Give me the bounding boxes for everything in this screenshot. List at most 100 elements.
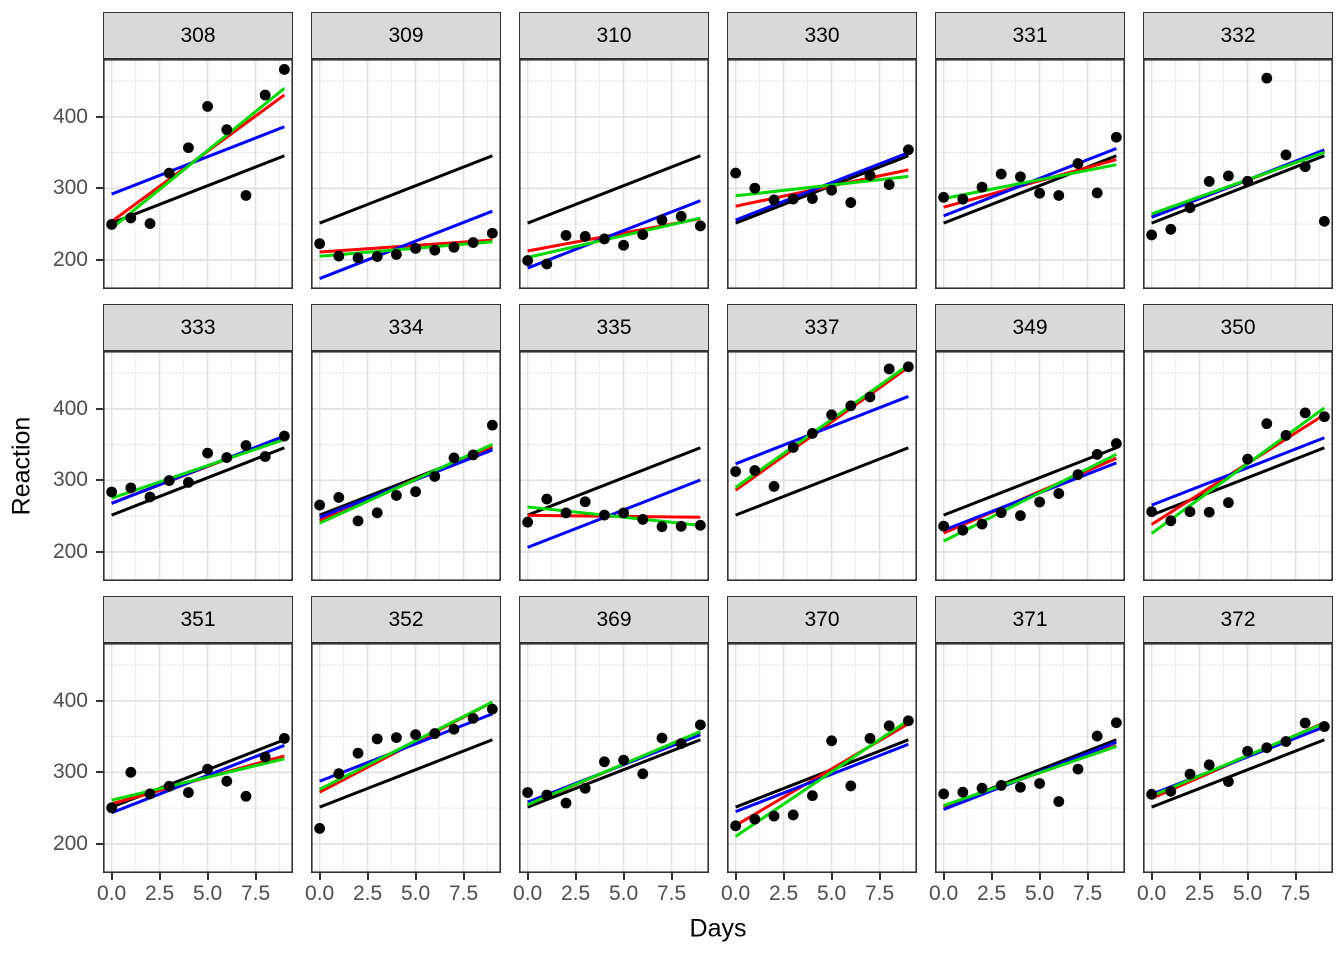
fit-line-green [319, 240, 493, 258]
data-point [902, 144, 914, 156]
data-point [579, 231, 591, 242]
data-point [467, 449, 479, 461]
data-point [826, 184, 837, 196]
data-point [560, 229, 572, 241]
data-point [864, 732, 876, 744]
data-point [618, 754, 629, 766]
facet-strip-label: 332 [1143, 12, 1333, 59]
fit-line-green [1151, 721, 1325, 798]
fit-line-black [527, 154, 701, 225]
facet-332: 332 [1143, 12, 1333, 289]
facet-370: 370 [727, 596, 917, 873]
data-point [106, 802, 118, 814]
data-point [938, 520, 950, 532]
facet-strip-label: 370 [727, 596, 917, 643]
data-point [429, 471, 441, 482]
x-tick-mark [158, 873, 161, 880]
fit-line-green [318, 700, 494, 791]
x-tick-label: 2.5 [145, 882, 175, 905]
data-point [1203, 175, 1215, 187]
x-tick-label: 2.5 [1185, 882, 1215, 905]
y-tick-label: 200 [52, 539, 88, 563]
data-point [730, 820, 742, 832]
fit-line-green [1150, 406, 1326, 535]
data-point [637, 513, 649, 525]
y-tick-label: 400 [52, 104, 88, 128]
data-point [730, 167, 742, 179]
data-point [1261, 418, 1273, 430]
data-point [1165, 515, 1177, 527]
data-point [259, 451, 271, 462]
x-tick-mark [206, 873, 209, 880]
x-tick-mark [414, 873, 417, 880]
data-point [787, 193, 799, 205]
data-point [768, 810, 780, 822]
y-tick-mark [96, 407, 103, 410]
x-tick-label: 5.0 [608, 882, 639, 905]
data-point [163, 475, 175, 486]
facet-panel-369 [519, 643, 709, 873]
facet-strip-label: 369 [519, 596, 709, 643]
data-point [694, 220, 706, 232]
data-point [1015, 781, 1026, 793]
data-point [144, 491, 156, 503]
data-point [976, 181, 988, 193]
data-point [240, 440, 252, 451]
data-point [845, 780, 857, 792]
data-point [579, 782, 591, 794]
y-tick-label: 300 [52, 176, 88, 200]
x-tick-mark [1086, 873, 1089, 880]
data-point [1242, 175, 1253, 187]
data-point [391, 248, 402, 260]
data-point [1072, 469, 1084, 481]
fit-line-black [735, 446, 909, 517]
x-tick-mark [366, 873, 369, 880]
data-point [183, 477, 194, 488]
fit-line-black [1151, 738, 1325, 809]
facet-panel-333 [103, 351, 293, 581]
data-point [864, 391, 876, 403]
data-point [957, 524, 969, 536]
y-tick-mark [96, 771, 103, 774]
facet-349: 349 [935, 304, 1125, 581]
data-point [486, 703, 498, 715]
facet-334: 334 [311, 304, 501, 581]
y-tick-label: 200 [52, 247, 88, 271]
data-point [560, 507, 572, 519]
data-point [333, 768, 345, 780]
data-point [1299, 407, 1311, 419]
y-tick-mark [96, 842, 103, 845]
data-point [749, 182, 761, 194]
x-tick-mark [990, 873, 993, 880]
data-point [125, 482, 137, 494]
fit-line-green [110, 87, 286, 230]
x-tick-label: 7.5 [864, 882, 895, 905]
data-point [183, 787, 194, 798]
data-point [618, 507, 629, 519]
x-tick-mark [734, 873, 737, 880]
data-point [163, 167, 175, 179]
data-point [1261, 742, 1273, 754]
data-point [1203, 506, 1215, 518]
x-tick-mark [1246, 873, 1249, 880]
data-point [106, 219, 118, 230]
data-point [845, 400, 857, 412]
x-tick-label: 2.5 [977, 882, 1007, 905]
facet-panel-350 [1143, 351, 1333, 581]
data-point [1165, 223, 1177, 235]
facet-310: 310 [519, 12, 709, 289]
data-point [314, 238, 326, 250]
facet-strip-label: 334 [311, 304, 501, 351]
data-point [448, 723, 460, 735]
data-point [522, 255, 534, 266]
fit-line-green [734, 718, 910, 838]
fit-line-black [943, 446, 1117, 517]
data-point [787, 442, 799, 453]
data-point [371, 251, 383, 262]
facet-strip-label: 309 [311, 12, 501, 59]
fit-line-green [942, 452, 1118, 543]
data-point [656, 214, 668, 226]
data-point [1203, 759, 1215, 771]
data-point [144, 788, 156, 800]
data-point [333, 250, 345, 262]
